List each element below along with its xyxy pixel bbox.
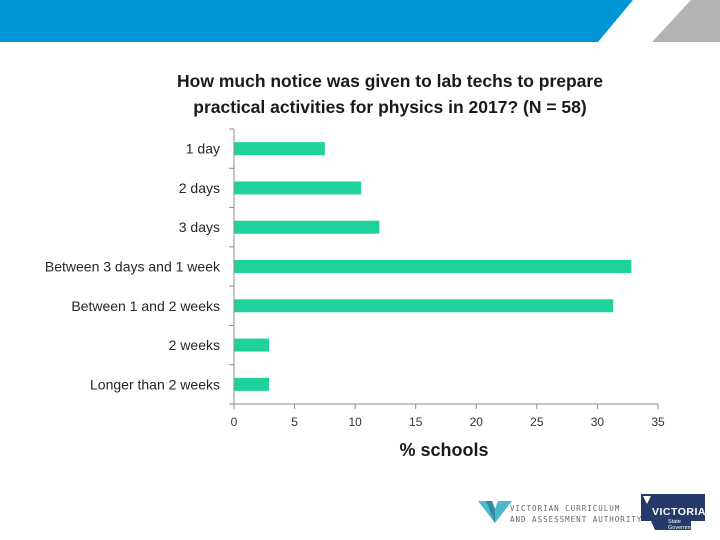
chart-axes (229, 128, 659, 409)
banner-grey-band (652, 0, 720, 42)
category-label: 2 days (179, 180, 220, 196)
category-labels: 1 day 2 days 3 days Between 3 days and 1 we… (45, 141, 221, 393)
vcaa-wordmark: VICTORIAN CURRICULUM AND ASSESSMENT AUTH… (510, 503, 642, 525)
category-label: Between 1 and 2 weeks (71, 298, 220, 314)
x-tick-labels: 0 5 10 15 20 25 30 35 (231, 415, 665, 429)
header-banner (0, 0, 720, 42)
chart-title-line-2: practical activities for physics in 2017… (193, 97, 587, 117)
vcaa-line-1: VICTORIAN CURRICULUM (510, 504, 621, 513)
x-tick-label: 20 (470, 415, 484, 429)
bar (234, 181, 362, 195)
x-tick-label: 0 (231, 415, 238, 429)
category-label: 1 day (186, 141, 220, 157)
banner-blue-band (0, 0, 633, 42)
category-label: Longer than 2 weeks (90, 376, 220, 392)
x-tick-label: 5 (291, 415, 298, 429)
bar (234, 338, 270, 352)
x-tick-label: 35 (651, 415, 665, 429)
x-tick-label: 25 (530, 415, 544, 429)
x-axis-title: % schools (399, 440, 489, 460)
bar (234, 299, 614, 313)
bar-series (234, 142, 632, 391)
state-government-text: State Government (668, 519, 699, 531)
x-tick-label: 30 (591, 415, 605, 429)
victoria-wordmark: VICTORIA (652, 506, 706, 518)
category-label: Between 3 days and 1 week (45, 259, 221, 275)
bar (234, 220, 380, 234)
victoria-state-government-logo-icon (641, 494, 705, 530)
category-label: 3 days (179, 219, 220, 235)
category-label: 2 weeks (169, 337, 220, 353)
bar (234, 260, 632, 273)
chart-title: How much notice was given to lab techs t… (60, 68, 720, 120)
bar (234, 377, 270, 391)
x-tick-label: 10 (348, 415, 362, 429)
chart-title-line-1: How much notice was given to lab techs t… (177, 71, 603, 91)
vcaa-line-2: AND ASSESSMENT AUTHORITY (510, 515, 643, 524)
vcaa-logo-icon (478, 501, 512, 523)
bar (234, 142, 325, 156)
x-tick-label: 15 (409, 415, 423, 429)
